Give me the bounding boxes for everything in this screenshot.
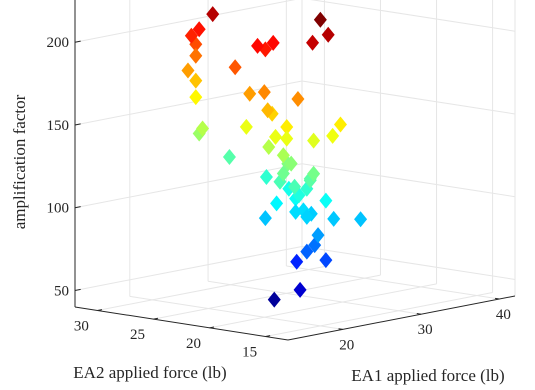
data-point [276, 147, 290, 164]
y-tick-label: 15 [242, 345, 257, 361]
z-axis-label: amplification factor [10, 94, 29, 229]
data-point [280, 130, 294, 147]
z-tick-label: 50 [54, 283, 69, 299]
wall-grid-line [301, 80, 516, 115]
points-layer [181, 6, 368, 308]
data-point [300, 243, 314, 260]
data-point [311, 227, 325, 244]
wall-grid-line [74, 245, 303, 291]
z-tick-label: 150 [47, 118, 70, 134]
data-point [262, 138, 276, 155]
y-tick [265, 335, 271, 338]
y-tick-label: 25 [130, 327, 145, 343]
data-point [306, 34, 320, 51]
floor-grid-line [97, 265, 325, 311]
x-tick-label: 40 [496, 307, 511, 323]
data-point [333, 116, 347, 133]
wall-grid-line [74, 0, 296, 43]
floor-grid-line [265, 292, 493, 338]
data-point [291, 91, 305, 108]
grid-layer [74, 0, 516, 338]
data-point [251, 37, 265, 54]
floor-grid-line [209, 283, 437, 329]
data-point [326, 127, 340, 144]
data-point [259, 169, 273, 186]
z-tick [74, 40, 81, 43]
axis-layer: 20 30 40 15 20 25 30 50 100 150 200 [47, 0, 516, 361]
data-point [206, 6, 220, 23]
wall-grid-line [310, 0, 516, 32]
z-tick [74, 288, 81, 291]
y-tick-label: 20 [186, 336, 201, 352]
data-point [307, 165, 321, 182]
data-point [269, 128, 283, 145]
data-point [189, 89, 203, 106]
z-tick [74, 123, 81, 126]
y-tick-label: 30 [74, 318, 89, 334]
x-tick-label: 20 [339, 337, 354, 353]
data-point [228, 59, 242, 76]
data-point [222, 148, 236, 165]
x-tick-label: 30 [418, 322, 433, 338]
data-point [270, 195, 284, 212]
data-point [327, 210, 341, 227]
data-point [189, 47, 203, 64]
wall-grid-line [74, 163, 303, 209]
y-axis-label: EA2 applied force (lb) [73, 363, 226, 382]
x-axis-line [287, 295, 516, 341]
data-point [258, 210, 272, 227]
x-tick [338, 328, 343, 330]
data-point [300, 208, 314, 225]
floor-grid-line [207, 280, 422, 315]
data-point [284, 155, 298, 172]
data-point [192, 21, 206, 38]
wall-grid-line [301, 163, 516, 198]
data-point [261, 102, 275, 119]
y-tick [97, 309, 103, 311]
data-point [239, 118, 253, 135]
data-point [181, 62, 195, 79]
data-point [290, 253, 304, 270]
floor-grid-line [286, 265, 500, 300]
data-point [276, 165, 290, 182]
z-tick [74, 206, 81, 209]
y-tick [209, 326, 215, 329]
data-point [266, 34, 280, 51]
data-point [189, 72, 203, 89]
data-point [321, 26, 335, 43]
data-point [196, 120, 210, 137]
y-tick [153, 317, 159, 320]
data-point [243, 85, 257, 102]
data-point [184, 27, 198, 44]
z-tick-label: 100 [47, 201, 70, 217]
data-point [280, 119, 294, 136]
x-tick [416, 313, 422, 315]
data-point [289, 203, 303, 220]
y-axis-line [74, 306, 289, 341]
x-tick [495, 297, 500, 300]
floor-grid-line [153, 274, 381, 320]
data-point [293, 281, 307, 298]
data-point [319, 252, 333, 269]
data-point [288, 178, 302, 195]
floor-grid-line [129, 295, 343, 330]
x-axis-label: EA1 applied force (lb) [351, 366, 504, 385]
data-point [354, 211, 368, 228]
data-point [257, 84, 271, 101]
data-point [313, 11, 327, 28]
wall-grid-line [301, 245, 516, 280]
label-layer: amplification factor EA2 applied force (… [10, 94, 505, 385]
data-point [319, 192, 333, 209]
data-point [307, 132, 321, 149]
data-point [267, 291, 281, 308]
z-tick-label: 200 [47, 35, 70, 51]
